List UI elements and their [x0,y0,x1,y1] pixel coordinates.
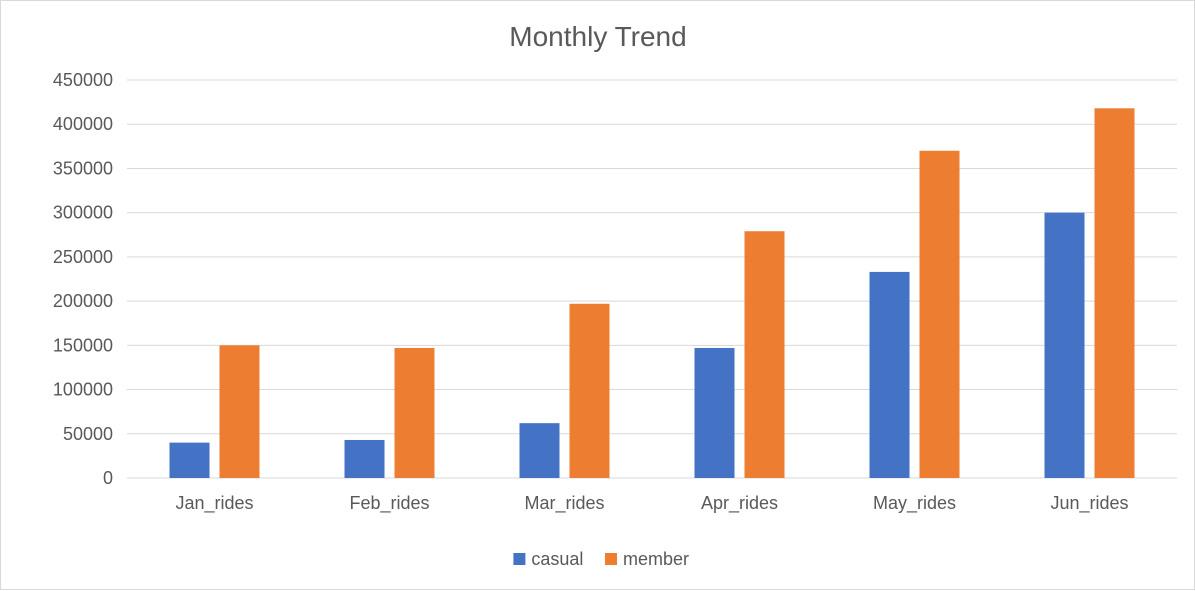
chart-title: Monthly Trend [509,21,686,52]
bar-casual-Feb_rides [344,439,385,478]
bar-casual-Mar_rides [519,423,560,478]
y-tick-label: 100000 [53,380,113,400]
bar-casual-Jun_rides [1044,212,1085,478]
y-tick-label: 200000 [53,291,113,311]
bar-member-May_rides [919,150,960,478]
legend: casual member [513,549,689,569]
x-tick-label: Jan_rides [175,493,253,514]
x-tick-label: Feb_rides [349,493,429,514]
x-tick-label: May_rides [873,493,956,514]
gridlines [127,79,1177,479]
bar-member-Mar_rides [569,303,610,478]
x-tick-label: Mar_rides [524,493,604,514]
y-tick-label: 450000 [53,70,113,90]
legend-label-casual: casual [531,549,583,569]
x-tick-label: Apr_rides [701,493,778,514]
bar-casual-May_rides [869,271,910,478]
y-axis-ticks: 0 50000 100000 150000 200000 250000 300000 3500… [53,70,113,488]
legend-swatch-casual [513,553,526,565]
y-tick-label: 400000 [53,114,113,134]
legend-label-member: member [623,549,689,569]
y-tick-label: 250000 [53,247,113,267]
bar-member-Apr_rides [744,231,785,478]
bars [169,108,1135,479]
y-tick-label: 150000 [53,335,113,355]
bar-casual-Apr_rides [694,347,735,478]
bar-member-Jan_rides [219,345,260,478]
y-tick-label: 0 [103,468,113,488]
y-tick-label: 350000 [53,158,113,178]
y-tick-label: 50000 [63,424,113,444]
legend-swatch-member [605,553,617,565]
y-tick-label: 300000 [53,203,113,223]
x-tick-label: Jun_rides [1050,493,1128,514]
x-axis-ticks: Jan_rides Feb_rides Mar_rides Apr_rides May_… [175,493,1128,514]
bar-member-Jun_rides [1094,108,1135,479]
bar-member-Feb_rides [394,347,435,478]
bar-casual-Jan_rides [169,442,210,478]
